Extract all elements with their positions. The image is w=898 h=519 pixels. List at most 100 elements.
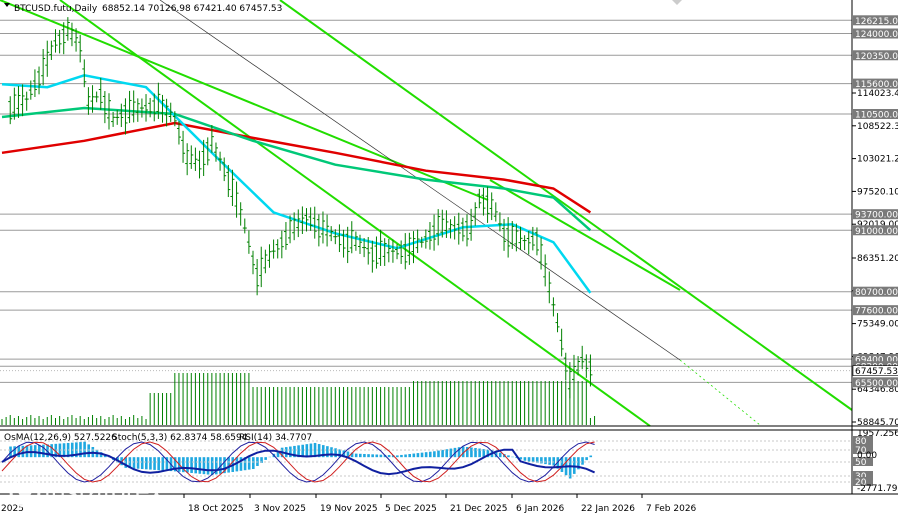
level-badge-label: 91000.00 (855, 227, 898, 237)
osma-bar (330, 447, 333, 458)
osma-bar (350, 452, 354, 458)
osma-bar (83, 441, 86, 458)
osma-bar (560, 457, 564, 472)
stoch-main-line (1, 441, 595, 483)
level-badge-label: 115600.00 (855, 80, 898, 90)
osma-bar (149, 457, 152, 470)
collapse-arrow-icon[interactable] (4, 3, 10, 7)
osma-bar (99, 452, 103, 458)
osma-bar (276, 450, 280, 458)
oscillator-tick-label: -2771.796 (857, 484, 898, 494)
osma-bar (305, 444, 309, 458)
osma-bar (527, 457, 531, 462)
osma-bar (297, 445, 300, 458)
price-tick-label: 58845.70 (857, 418, 898, 428)
osma-bar (531, 457, 535, 463)
osma-bar (498, 452, 502, 458)
osma-bar (482, 449, 486, 458)
osma-bar (194, 457, 198, 474)
osma-bar (552, 457, 556, 466)
osma-bar (210, 457, 214, 475)
time-tick-label: 21 Dec 2025 (450, 504, 508, 514)
watermark-tagline: Instant Forex Trading (46, 505, 151, 516)
osma-bar (235, 457, 239, 472)
osma-bar (260, 457, 263, 463)
osma-bar (474, 448, 477, 458)
price-tick-label: 86351.20 (857, 254, 898, 264)
osma-bar (145, 457, 148, 470)
osma-bar (284, 447, 288, 458)
stoch-signal-line (1, 441, 595, 483)
level-badge-label: 124000.00 (855, 30, 898, 40)
osma-bar (387, 455, 391, 458)
osma-bar (391, 455, 395, 458)
price-tick-label: 108522.30 (857, 122, 898, 132)
stoch-label: Stoch(5,3,3) 62.8374 58.6594 (112, 433, 248, 443)
osma-bar (136, 457, 140, 469)
level-badge-label: 93700.00 (855, 211, 898, 221)
level-badge (853, 109, 898, 120)
osma-bar (309, 443, 313, 458)
price-tick-label: 92019.00 (857, 220, 898, 230)
osma-bar (589, 455, 593, 458)
level-badge (853, 50, 898, 61)
level-badge-label: 80700.00 (855, 288, 898, 298)
moving-averages (1, 74, 592, 294)
osma-bar (585, 457, 588, 461)
time-tick-label: 18 Oct 2025 (188, 504, 244, 514)
osma-bar (359, 453, 362, 458)
scroll-marker-icon[interactable] (672, 0, 682, 5)
osma-bar (507, 455, 510, 458)
channel-line (279, 0, 853, 411)
osma-bar (396, 455, 399, 458)
oscillator-panel (0, 440, 852, 483)
osma-bar (202, 457, 206, 475)
price-tick-label: 114023.40 (857, 89, 898, 99)
level-badge-label: 120350.00 (855, 52, 898, 62)
osma-bar (535, 457, 539, 463)
osma-bar (523, 457, 527, 461)
level-badge-label: 126215.00 (855, 17, 898, 27)
level-badge (853, 28, 898, 39)
osma-bar (548, 457, 551, 465)
osma-bar (424, 452, 428, 458)
osma-bar (354, 453, 358, 458)
osma-bar (375, 454, 379, 458)
osma-bar (140, 457, 144, 470)
channel-line (59, 0, 651, 427)
osma-bar (128, 457, 132, 469)
level-badge-label: 65500.00 (855, 379, 898, 389)
osma-bar (124, 457, 128, 468)
osma-bar (441, 449, 444, 458)
level-badge (853, 209, 898, 220)
price-bars (8, 17, 593, 399)
osma-bar (198, 457, 202, 474)
oscillator-level-badge (853, 471, 873, 480)
trend-line (159, 0, 681, 361)
current-price-badge (852, 365, 898, 376)
osma-bar (371, 454, 374, 458)
moving-average-long (1, 121, 592, 214)
oscillator-axis: 80705030201957.25670.00-2771.796 (853, 429, 898, 494)
level-badge (853, 377, 898, 388)
osma-label: OsMA(12,26,9) 527.5226 (4, 433, 117, 443)
osma-bar (165, 457, 169, 471)
osma-bar (252, 457, 255, 470)
osma-bar (227, 457, 230, 473)
osma-bar (346, 451, 350, 458)
osma-bar (46, 444, 49, 458)
volume-histogram (1, 373, 596, 425)
osma-bar (486, 449, 490, 458)
osma-bar (313, 442, 317, 458)
osma-bar (577, 457, 580, 470)
time-tick-label: 6 Jan 2026 (516, 504, 564, 514)
osma-bar (239, 457, 243, 471)
osma-bar (214, 457, 218, 475)
osma-bar (50, 444, 53, 458)
osma-bar (87, 444, 91, 458)
osma-bar (581, 457, 584, 465)
price-tick-label: 64346.80 (857, 385, 898, 395)
time-tick-label: 5 Dec 2025 (385, 504, 437, 514)
oscillator-header: OsMA(12,26,9) 527.5226 Stoch(5,3,3) 62.8… (4, 433, 312, 443)
